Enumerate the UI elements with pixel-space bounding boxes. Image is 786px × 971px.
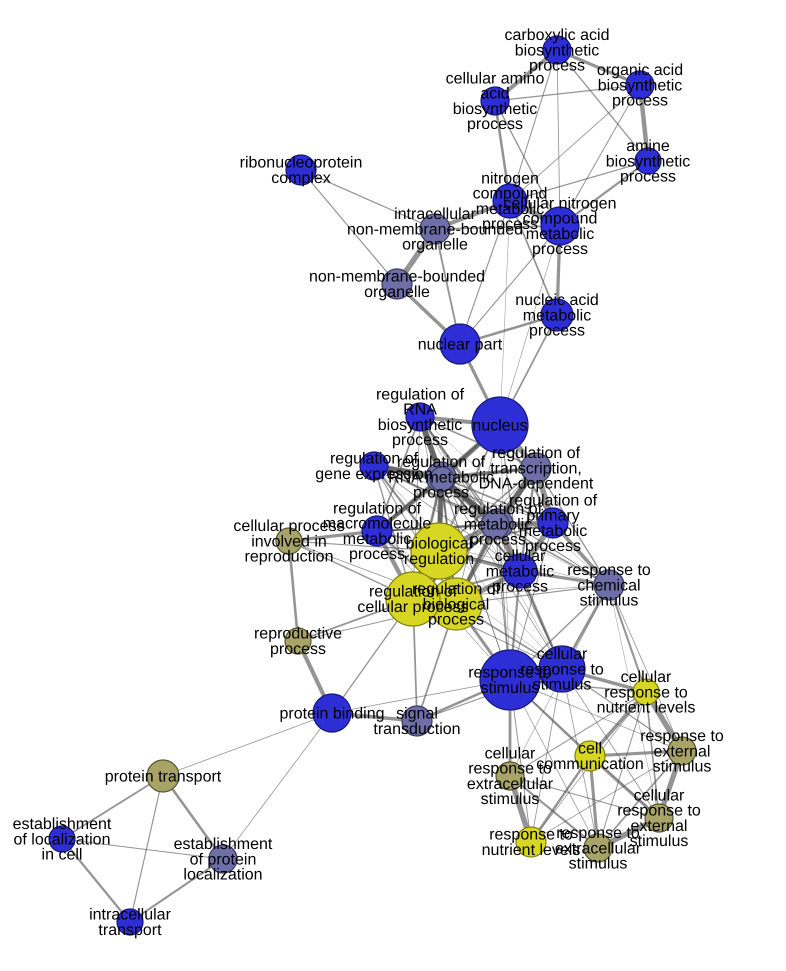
svg-text:nuclear part: nuclear part [418,336,503,353]
svg-text:protein transport: protein transport [105,768,222,785]
svg-text:nucleus: nucleus [472,417,527,434]
svg-text:protein binding: protein binding [280,705,385,722]
